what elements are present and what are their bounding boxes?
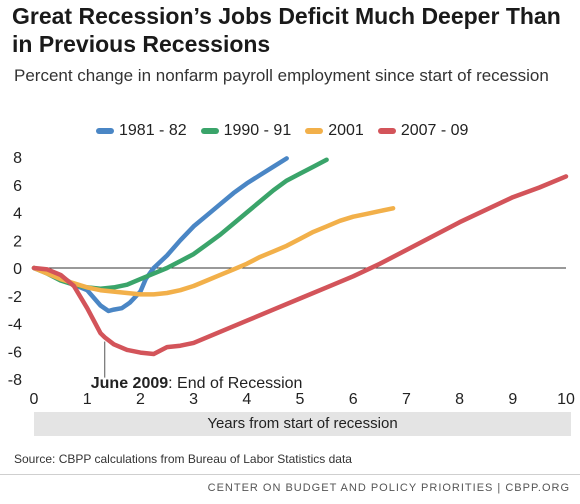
x-tick-label: 0 — [30, 391, 39, 408]
footer-divider — [0, 474, 580, 475]
y-tick-label: -8 — [8, 372, 22, 389]
y-tick-label: 4 — [13, 206, 22, 223]
legend-item: 1981 - 82 — [96, 122, 187, 140]
x-tick-label: 9 — [508, 391, 517, 408]
x-tick-label: 10 — [557, 391, 575, 408]
legend-label: 1990 - 91 — [223, 122, 292, 139]
series-line — [31, 174, 569, 357]
x-axis-label-band — [34, 412, 571, 436]
annotation: June 2009: End of Recession — [91, 375, 303, 392]
series-line — [31, 156, 289, 314]
x-tick-label: 3 — [189, 391, 198, 408]
x-tick-label: 4 — [242, 391, 251, 408]
series-line — [31, 157, 329, 292]
y-axis: 8 6 4 2 0 -2 -4 -6 -8 — [8, 150, 22, 389]
chart-subtitle: Percent change in nonfarm payroll employ… — [14, 66, 549, 85]
x-tick-label: 1 — [83, 391, 92, 408]
series-line — [31, 206, 396, 297]
y-tick-label: 8 — [13, 150, 22, 167]
y-tick-label: 6 — [13, 178, 22, 195]
series-layer — [31, 156, 569, 357]
line-chart: 8 6 4 2 0 -2 -4 -6 -8 0 1 2 3 4 5 6 7 8 9 10 June 2009: En… — [8, 150, 575, 408]
y-tick-label: 0 — [13, 261, 22, 278]
legend-item: 2007 - 09 — [377, 122, 469, 140]
footer-credit: CENTER ON BUDGET AND POLICY PRIORITIES |… — [207, 482, 570, 494]
legend-label: 2007 - 09 — [400, 122, 469, 139]
y-tick-label: -2 — [8, 289, 22, 306]
x-tick-label: 6 — [349, 391, 358, 408]
legend-swatch — [377, 128, 396, 134]
annotation-bold: June 2009 — [91, 375, 168, 392]
legend-label: 2001 — [328, 122, 364, 139]
x-tick-label: 8 — [455, 391, 464, 408]
legend-item: 1990 - 91 — [200, 122, 292, 140]
y-tick-label: 2 — [13, 233, 22, 250]
source-note: Source: CBPP calculations from Bureau of… — [14, 452, 352, 466]
y-tick-label: -4 — [8, 317, 22, 334]
legend-item: 2001 — [305, 122, 364, 140]
x-axis-title: Years from start of recession — [207, 415, 398, 432]
y-tick-label: -6 — [8, 344, 22, 361]
legend-swatch — [200, 128, 219, 134]
chart-title: Great Recession’s Jobs Deficit Much Deep… — [12, 3, 561, 57]
annotation-text: : End of Recession — [168, 375, 302, 392]
x-tick-label: 5 — [296, 391, 305, 408]
legend-swatch — [305, 128, 324, 134]
legend-label: 1981 - 82 — [119, 122, 187, 139]
legend-swatch — [96, 128, 114, 134]
chart-legend: 1981 - 82 1990 - 91 2001 2007 - 09 — [96, 121, 482, 141]
x-tick-label: 2 — [136, 391, 145, 408]
x-axis: 0 1 2 3 4 5 6 7 8 9 10 — [30, 391, 575, 408]
x-tick-label: 7 — [402, 391, 411, 408]
